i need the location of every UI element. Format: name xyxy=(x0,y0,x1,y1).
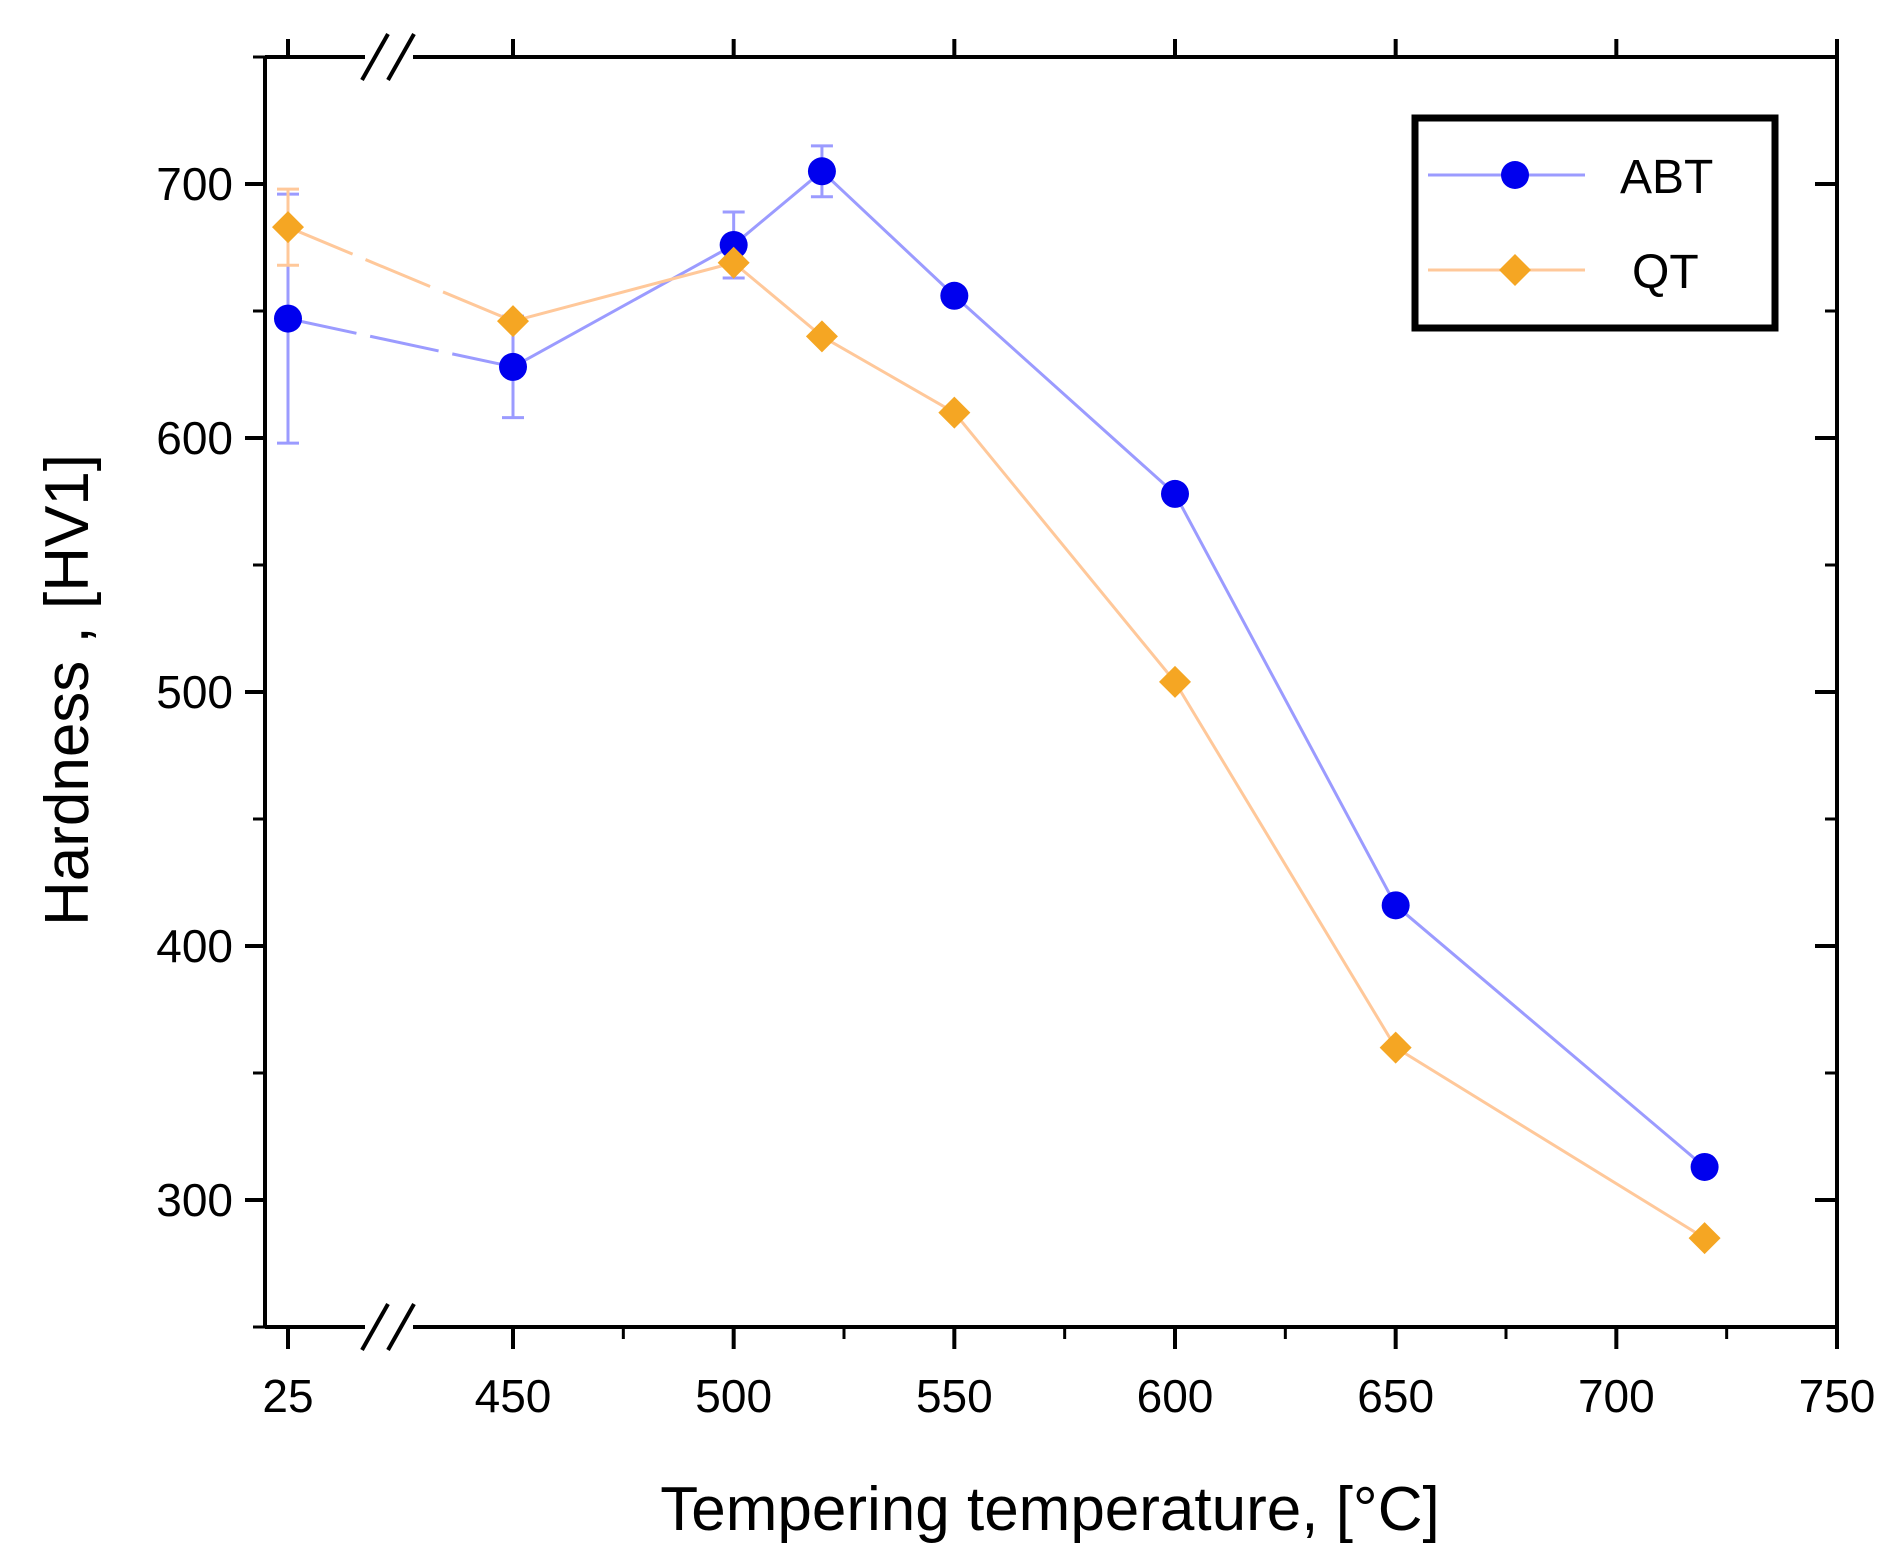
line-segment-qt-2 xyxy=(732,261,823,338)
marker-abt-720 xyxy=(1690,1152,1719,1181)
bottom-break-mark-2 xyxy=(386,1303,416,1351)
marker-abt-500 xyxy=(719,230,748,259)
y-tick-label-700: 700 xyxy=(156,158,233,210)
marker-abt-520 xyxy=(807,157,836,186)
x-tick-label-600: 600 xyxy=(1137,1370,1214,1422)
marker-abt-600 xyxy=(1161,479,1189,508)
line-segment-abt-5 xyxy=(1173,493,1397,907)
y-ticks: 300 400 500 600 700 xyxy=(156,55,1837,1329)
marker-qt-25 xyxy=(272,211,304,244)
marker-abt-25 xyxy=(274,304,302,333)
line-segment-qt-1 xyxy=(512,261,735,323)
marker-qt-600 xyxy=(1159,665,1191,698)
x-ticks: 25 450 500 550 600 650 700 750 xyxy=(262,39,1875,1422)
legend-abt-marker xyxy=(1501,161,1529,189)
legend: ABT QT xyxy=(1411,114,1779,332)
line-segment-abt-6 xyxy=(1394,904,1706,1169)
marker-abt-650 xyxy=(1381,891,1410,920)
legend-qt-marker xyxy=(1499,254,1531,286)
line-segment-qt-3 xyxy=(821,335,956,414)
top-break-mark-2 xyxy=(386,33,416,81)
y-tick-label-600: 600 xyxy=(156,412,233,464)
x-tick-label-25: 25 xyxy=(262,1370,313,1422)
top-break-mark-1 xyxy=(360,33,390,81)
marker-qt-550 xyxy=(938,396,971,429)
x-tick-label-500: 500 xyxy=(695,1370,772,1422)
line-segment-abt-2 xyxy=(732,170,823,247)
y-tick-label-400: 400 xyxy=(156,920,233,972)
x-tick-label-700: 700 xyxy=(1578,1370,1655,1422)
line-segment-abt-1 xyxy=(512,243,735,369)
marker-abt-450 xyxy=(499,352,527,381)
x-tick-label-750: 750 xyxy=(1799,1370,1876,1422)
bottom-break-mark-1 xyxy=(360,1303,390,1351)
marker-abt-550 xyxy=(940,281,969,310)
line-segment-qt-5 xyxy=(1173,681,1397,1049)
line-segment-qt-6 xyxy=(1394,1046,1706,1240)
line-segment-abt-4 xyxy=(953,294,1177,495)
y-tick-label-500: 500 xyxy=(156,666,233,718)
marker-qt-500 xyxy=(717,246,750,279)
x-tick-label-450: 450 xyxy=(475,1370,552,1422)
x-tick-label-550: 550 xyxy=(916,1370,993,1422)
x-tick-label-650: 650 xyxy=(1357,1370,1434,1422)
series-lines xyxy=(287,170,1706,1240)
line-segment-qt-4 xyxy=(953,411,1177,683)
legend-box xyxy=(1411,114,1779,332)
marker-qt-650 xyxy=(1379,1031,1412,1064)
series-markers xyxy=(272,157,1721,1255)
line-segment-abt-0 xyxy=(287,317,514,369)
legend-abt-label: ABT xyxy=(1620,151,1713,204)
line-segment-qt-0 xyxy=(287,225,514,323)
marker-qt-450 xyxy=(497,305,529,338)
y-axis-title: Hardness , [HV1] xyxy=(33,454,102,926)
marker-qt-720 xyxy=(1688,1222,1721,1255)
legend-qt-label: QT xyxy=(1632,246,1699,299)
marker-qt-520 xyxy=(805,320,838,353)
axis-breaks xyxy=(360,30,416,1354)
x-axis-title: Tempering temperature, [°C] xyxy=(660,1475,1439,1544)
y-tick-label-300: 300 xyxy=(156,1174,233,1226)
line-segment-abt-3 xyxy=(820,170,956,297)
